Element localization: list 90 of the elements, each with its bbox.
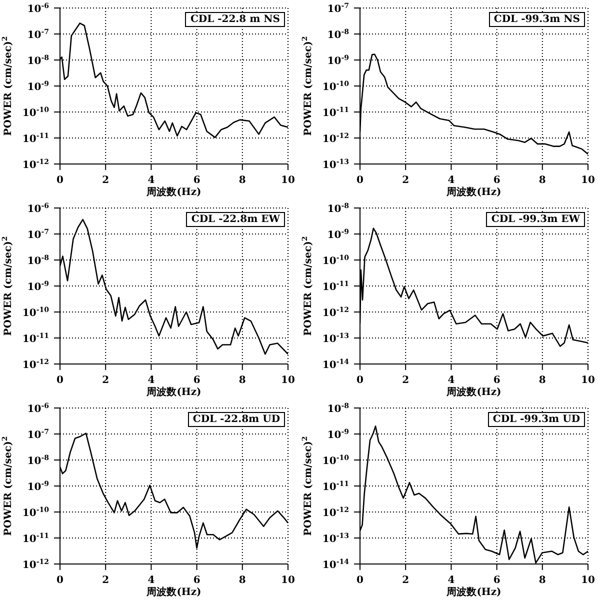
y-tick-label: 10$^{-11}$ <box>22 330 50 345</box>
y-tick-label: 10$^{-14}$ <box>322 356 350 371</box>
y-tick-label: 10$^{-9}$ <box>27 478 50 493</box>
y-tick-label: 10$^{-12}$ <box>22 156 50 171</box>
x-tick-label: 10 <box>281 175 295 186</box>
text: CDL -22.8 m NS <box>185 12 285 27</box>
y-tick-label: 10$^{-9}$ <box>327 426 350 441</box>
y-tick-label: 10$^{-8}$ <box>327 26 350 41</box>
x-tick-label: 0 <box>56 175 64 186</box>
y-tick-label: 10$^{-11}$ <box>322 104 350 119</box>
y-tick-label: 10$^{-9}$ <box>327 52 350 67</box>
x-axis-title: 周波数(Hz) <box>446 186 502 198</box>
x-tick-label: 2 <box>402 375 410 386</box>
y-tick-label: 10$^{-13}$ <box>322 530 350 545</box>
x-tick-label: 0 <box>356 175 364 186</box>
x-tick-label: 10 <box>581 575 595 586</box>
y-tick-label: 10$^{-13}$ <box>322 330 350 345</box>
x-tick-label: 0 <box>356 575 364 586</box>
x-tick-label: 6 <box>493 575 500 586</box>
x-tick-label: 4 <box>148 175 155 186</box>
text: CDL -22.8m EW <box>186 212 285 227</box>
x-tick-label: 4 <box>448 575 455 586</box>
x-tick-label: 6 <box>193 375 200 386</box>
x-axis-title: 周波数(Hz) <box>146 586 202 598</box>
y-tick-label: 10$^{-8}$ <box>327 200 350 215</box>
x-tick-label: 6 <box>193 575 200 586</box>
x-tick-label: 8 <box>538 175 546 186</box>
y-tick-label: 10$^{-8}$ <box>27 252 50 267</box>
x-tick-label: 4 <box>448 175 455 186</box>
text: CDL -22.8m UD <box>188 412 285 427</box>
y-tick-label: 10$^{-10}$ <box>322 452 350 467</box>
text: CDL -99.3m EW <box>486 212 585 227</box>
y-tick-label: 10$^{-7}$ <box>27 26 50 41</box>
x-tick-label: 8 <box>238 375 246 386</box>
y-tick-label: 10$^{-6}$ <box>27 200 50 215</box>
x-tick-label: 2 <box>102 175 110 186</box>
x-tick-label: 10 <box>581 175 595 186</box>
y-tick-label: 10$^{-11}$ <box>22 130 50 145</box>
y-tick-label: 10$^{-12}$ <box>322 130 350 145</box>
x-tick-label: 0 <box>56 375 64 386</box>
x-tick-label: 10 <box>581 375 595 386</box>
x-tick-label: 6 <box>493 175 500 186</box>
y-tick-label: 10$^{-12}$ <box>322 304 350 319</box>
x-tick-label: 8 <box>238 175 246 186</box>
y-tick-label: 10$^{-9}$ <box>327 226 350 241</box>
y-tick-label: 10$^{-6}$ <box>27 400 50 415</box>
y-tick-label: 10$^{-10}$ <box>322 252 350 267</box>
x-tick-label: 8 <box>538 575 546 586</box>
x-tick-label: 0 <box>56 575 64 586</box>
x-tick-label: 2 <box>102 575 110 586</box>
y-tick-label: 10$^{-7}$ <box>27 426 50 441</box>
x-tick-label: 0 <box>356 375 364 386</box>
y-tick-label: 10$^{-10}$ <box>22 304 50 319</box>
x-axis-title: 周波数(Hz) <box>446 386 502 398</box>
x-axis-title: 周波数(Hz) <box>146 386 202 398</box>
y-tick-label: 10$^{-11}$ <box>322 478 350 493</box>
y-tick-label: 10$^{-9}$ <box>27 278 50 293</box>
x-tick-label: 6 <box>193 175 200 186</box>
y-tick-label: 10$^{-9}$ <box>27 78 50 93</box>
y-tick-label: 10$^{-6}$ <box>27 0 50 15</box>
y-tick-label: 10$^{-11}$ <box>322 278 350 293</box>
y-tick-label: 10$^{-8}$ <box>27 52 50 67</box>
y-tick-label: 10$^{-10}$ <box>322 78 350 93</box>
x-tick-label: 4 <box>148 575 155 586</box>
y-tick-label: 10$^{-12}$ <box>322 504 350 519</box>
y-tick-label: 10$^{-12}$ <box>22 356 50 371</box>
y-tick-label: 10$^{-12}$ <box>22 556 50 571</box>
y-tick-label: 10$^{-11}$ <box>22 530 50 545</box>
y-tick-label: 10$^{-8}$ <box>27 452 50 467</box>
y-tick-label: 10$^{-7}$ <box>327 0 350 15</box>
x-tick-label: 2 <box>402 575 410 586</box>
x-tick-label: 2 <box>402 175 410 186</box>
y-tick-label: 10$^{-14}$ <box>322 556 350 571</box>
x-tick-label: 10 <box>281 575 295 586</box>
x-tick-label: 6 <box>493 375 500 386</box>
x-tick-label: 10 <box>281 375 295 386</box>
x-tick-label: 4 <box>148 375 155 386</box>
text: CDL -99.3m UD <box>488 412 585 427</box>
x-axis-title: 周波数(Hz) <box>446 586 502 598</box>
text: CDL -99.3m NS <box>488 12 585 27</box>
x-tick-label: 4 <box>448 375 455 386</box>
x-tick-label: 8 <box>238 575 246 586</box>
y-tick-label: 10$^{-8}$ <box>327 400 350 415</box>
x-tick-label: 8 <box>538 375 546 386</box>
y-tick-label: 10$^{-13}$ <box>322 156 350 171</box>
x-axis-title: 周波数(Hz) <box>146 186 202 198</box>
y-tick-label: 10$^{-10}$ <box>22 504 50 519</box>
y-tick-label: 10$^{-7}$ <box>27 226 50 241</box>
y-tick-label: 10$^{-10}$ <box>22 104 50 119</box>
x-tick-label: 2 <box>102 375 110 386</box>
